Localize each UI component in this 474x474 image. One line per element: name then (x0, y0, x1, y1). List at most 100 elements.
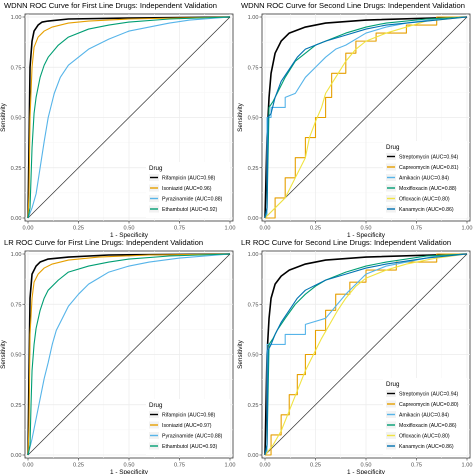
y-tick-label: 0.50 (248, 353, 259, 359)
legend-title: Drug (386, 381, 400, 388)
legend-label: Ofloxacin (AUC=0.80) (399, 434, 450, 440)
legend-label: Rifampicin (AUC=0.98) (162, 413, 215, 419)
y-tick-label: 0.75 (11, 302, 22, 308)
y-tick-label: 0.00 (11, 216, 22, 222)
x-tick-label: 0.75 (174, 463, 185, 469)
y-tick-label: 0.50 (248, 116, 259, 122)
legend-label: Moxifloxacin (AUC=0.88) (399, 186, 457, 192)
x-tick-label: 0.50 (361, 463, 372, 469)
x-tick-label: 0.25 (310, 226, 321, 232)
y-tick-label: 0.25 (11, 166, 22, 172)
legend-label: Pyrazinamide (AUC=0.88) (162, 197, 223, 203)
legend: Drug Streptomycin (AUC=0.94) Capreomycin (… (383, 141, 467, 218)
roc-curve-2 (265, 253, 467, 456)
y-axis-label: Sensitivity (237, 339, 244, 369)
x-tick-label: 1.00 (462, 463, 473, 469)
x-tick-label: 0.25 (73, 463, 84, 469)
legend-title: Drug (149, 402, 163, 409)
legend-label: Ethambutol (AUC=0.93) (162, 444, 217, 450)
x-tick-label: 0.50 (124, 226, 135, 232)
x-tick-label: 0.75 (411, 463, 422, 469)
legend-label: Amikacin (AUC=0.84) (399, 413, 449, 419)
y-tick-label: 0.25 (11, 403, 22, 409)
x-tick-label: 0.75 (174, 226, 185, 232)
diagonal-reference-line (264, 16, 468, 219)
x-tick-label: 0.50 (361, 226, 372, 232)
x-tick-label: 0.25 (310, 463, 321, 469)
legend-title: Drug (386, 144, 400, 151)
roc-curve-4 (27, 253, 231, 456)
y-tick-label: 1.00 (248, 252, 259, 258)
legend: Drug Rifampicin (AUC=0.98) Isoniazid (AUC=… (146, 162, 230, 218)
y-tick-label: 0.50 (11, 353, 22, 359)
legend-label: Capreomycin (AUC=0.80) (399, 402, 459, 408)
roc-panel-3: LR ROC Curve for First Line Drugs: Indep… (0, 238, 235, 474)
x-axis-label: 1 - Specificity (110, 232, 149, 239)
x-tick-label: 0.00 (23, 226, 34, 232)
legend-label: Ofloxacin (AUC=0.80) (399, 197, 450, 203)
legend-label: Kanamycin (AUC=0.86) (399, 444, 454, 450)
legend-label: Amikacin (AUC=0.84) (399, 176, 449, 182)
x-tick-label: 1.00 (225, 226, 236, 232)
legend-label: Streptomycin (AUC=0.94) (399, 392, 459, 398)
legend-label: Ethambutol (AUC=0.92) (162, 207, 217, 213)
legend-label: Kanamycin (AUC=0.86) (399, 207, 454, 213)
x-tick-label: 0.25 (73, 226, 84, 232)
legend-title: Drug (149, 165, 163, 172)
roc-curve-3 (27, 253, 231, 456)
roc-curve-3 (27, 16, 231, 219)
panel-title: LR ROC Curve for First Line Drugs: Indep… (4, 238, 203, 247)
y-tick-label: 0.25 (248, 166, 259, 172)
roc-panel-1: WDNN ROC Curve for First Line Drugs: Ind… (0, 1, 235, 239)
diagonal-reference-line (27, 253, 231, 456)
legend: Drug Streptomycin (AUC=0.94) Capreomycin (… (383, 378, 467, 455)
diagonal-reference-line (27, 16, 231, 219)
y-tick-label: 0.75 (248, 302, 259, 308)
roc-panel-4: LR ROC Curve for Second Line Drugs: Inde… (237, 238, 472, 474)
x-tick-label: 0.00 (23, 463, 34, 469)
legend: Drug Rifampicin (AUC=0.98) Isoniazid (AUC=… (146, 399, 230, 455)
x-tick-label: 0.00 (260, 226, 271, 232)
y-tick-label: 0.00 (11, 453, 22, 459)
roc-panel-2: WDNN ROC Curve for Second Line Drugs: In… (237, 1, 472, 239)
x-tick-label: 0.00 (260, 463, 271, 469)
legend-label: Isoniazid (AUC=0.97) (162, 423, 212, 429)
y-axis-label: Sensitivity (237, 102, 244, 132)
y-tick-label: 0.75 (11, 65, 22, 71)
legend-label: Pyrazinamide (AUC=0.88) (162, 434, 223, 440)
roc-curve-4 (264, 253, 468, 456)
y-axis-label: Sensitivity (0, 339, 7, 369)
x-tick-label: 1.00 (462, 226, 473, 232)
legend-label: Capreomycin (AUC=0.81) (399, 165, 459, 171)
roc-curve-4 (264, 16, 468, 219)
roc-curve-4 (27, 16, 231, 219)
roc-curve-2 (27, 16, 231, 219)
x-axis-label: 1 - Specificity (347, 469, 386, 474)
y-tick-label: 0.25 (248, 403, 259, 409)
roc-curve-5 (264, 16, 468, 219)
legend-box (383, 141, 467, 218)
roc-curve-5 (264, 253, 468, 456)
panel-title: WDNN ROC Curve for Second Line Drugs: In… (241, 1, 465, 10)
roc-curve-1 (27, 16, 231, 219)
roc-curve-2 (27, 253, 231, 456)
roc-curve-3 (264, 16, 468, 219)
legend-box (383, 378, 467, 455)
y-tick-label: 1.00 (248, 15, 259, 21)
roc-curve-2 (265, 16, 467, 219)
legend-label: Moxifloxacin (AUC=0.86) (399, 423, 457, 429)
x-axis-label: 1 - Specificity (347, 232, 386, 239)
y-tick-label: 0.50 (11, 116, 22, 122)
legend-label: Rifampicin (AUC=0.98) (162, 176, 215, 182)
y-tick-label: 1.00 (11, 252, 22, 258)
diagonal-reference-line (264, 253, 468, 456)
y-tick-label: 0.00 (248, 453, 259, 459)
y-tick-label: 0.00 (248, 216, 259, 222)
roc-curve-6 (264, 253, 468, 456)
legend-box (146, 399, 230, 455)
x-tick-label: 1.00 (225, 463, 236, 469)
y-tick-label: 0.75 (248, 65, 259, 71)
x-tick-label: 0.50 (124, 463, 135, 469)
x-axis-label: 1 - Specificity (110, 469, 149, 474)
legend-label: Isoniazid (AUC=0.96) (162, 186, 212, 192)
